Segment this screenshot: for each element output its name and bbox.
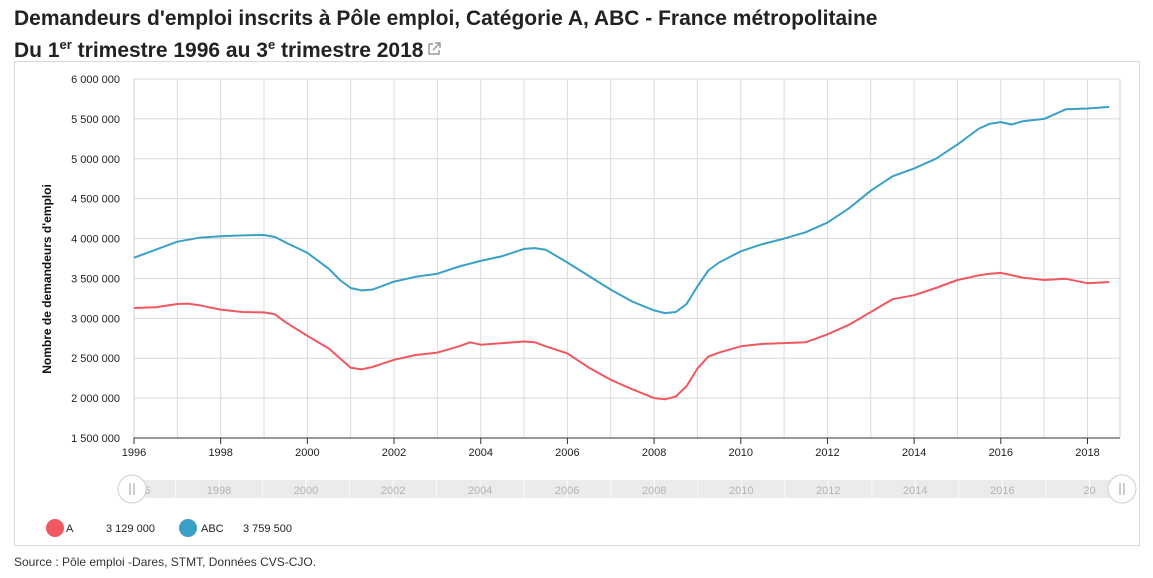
navigator-label: 2002 bbox=[381, 485, 405, 497]
y-tick-label: 4 500 000 bbox=[71, 194, 120, 206]
chart-title: Demandeurs d'emploi inscrits à Pôle empl… bbox=[14, 6, 877, 64]
series-lines bbox=[133, 105, 1110, 401]
title-line-1: Demandeurs d'emploi inscrits à Pôle empl… bbox=[14, 7, 878, 30]
source-note: Source : Pôle emploi -Dares, STMT, Donné… bbox=[14, 555, 317, 569]
navigator-track[interactable] bbox=[132, 480, 1122, 498]
navigator-label: 2016 bbox=[990, 485, 1014, 497]
x-tick-label: 2002 bbox=[382, 447, 406, 459]
x-tick-label: 2012 bbox=[815, 447, 839, 459]
legend-marker bbox=[46, 519, 64, 537]
y-tick-label: 4 000 000 bbox=[71, 234, 120, 246]
navigator-label: 1998 bbox=[207, 485, 231, 497]
title-part-a: Du 1 bbox=[14, 39, 60, 62]
x-tick-label: 1998 bbox=[208, 447, 232, 459]
external-link-icon[interactable] bbox=[426, 38, 442, 64]
y-tick-label: 5 000 000 bbox=[71, 154, 120, 166]
y-tick-label: 5 500 000 bbox=[71, 114, 120, 126]
title-sup-1: er bbox=[59, 37, 72, 52]
chart-container: 1 500 000 2 000 000 2 500 000 3 000 000 3 50… bbox=[14, 61, 1140, 546]
x-tick-label: 2008 bbox=[642, 447, 666, 459]
legend-value: 3 129 000 bbox=[106, 523, 155, 535]
x-tick-label: 2014 bbox=[902, 447, 926, 459]
navigator-label: 2010 bbox=[729, 485, 753, 497]
legend-value: 3 759 500 bbox=[243, 523, 292, 535]
x-tick-label: 2018 bbox=[1075, 447, 1099, 459]
x-axis: 1996 1998 2000 2002 2004 2006 2008 2010 2012 2014… bbox=[122, 437, 1120, 459]
y-tick-label: 3 500 000 bbox=[71, 273, 120, 285]
navigator-label: 2006 bbox=[555, 485, 579, 497]
y-tick-label: 1 500 000 bbox=[71, 433, 120, 445]
navigator-label: 2014 bbox=[903, 485, 927, 497]
x-tick-label: 1996 bbox=[122, 447, 146, 459]
y-axis-label: Nombre de demandeurs d'emploi bbox=[40, 184, 54, 374]
x-tick-label: 2010 bbox=[729, 447, 753, 459]
y-axis: 1 500 000 2 000 000 2 500 000 3 000 000 3 50… bbox=[71, 74, 120, 445]
y-tick-label: 3 000 000 bbox=[71, 313, 120, 325]
y-tick-label: 6 000 000 bbox=[71, 74, 120, 86]
title-part-b: trimestre 1996 au 3 bbox=[71, 39, 268, 62]
navigator[interactable]: 9619982000200220042006200820102012201420… bbox=[117, 474, 1137, 504]
navigator-handle-right[interactable] bbox=[1107, 474, 1137, 504]
handle-circle[interactable] bbox=[117, 474, 147, 504]
x-tick-label: 2006 bbox=[555, 447, 579, 459]
title-sup-2: e bbox=[267, 37, 276, 52]
x-tick-label: 2000 bbox=[295, 447, 319, 459]
x-tick-label: 2016 bbox=[989, 447, 1013, 459]
line-chart: 1 500 000 2 000 000 2 500 000 3 000 000 3 50… bbox=[40, 74, 1137, 537]
grid bbox=[133, 78, 1121, 439]
navigator-handle-left[interactable] bbox=[117, 474, 147, 504]
handle-circle[interactable] bbox=[1107, 474, 1137, 504]
y-tick-label: 2 500 000 bbox=[71, 353, 120, 365]
navigator-label: 2008 bbox=[642, 485, 666, 497]
navigator-label: 2004 bbox=[468, 485, 492, 497]
series-line-a[interactable] bbox=[133, 271, 1110, 401]
navigator-label: 20 bbox=[1083, 485, 1095, 497]
navigator-label: 2012 bbox=[816, 485, 840, 497]
legend-item-abc[interactable]: ABC 3 759 500 bbox=[179, 519, 292, 537]
legend-marker bbox=[179, 519, 197, 537]
legend-label: A bbox=[66, 523, 74, 535]
x-tick-label: 2004 bbox=[468, 447, 492, 459]
series-line-abc[interactable] bbox=[133, 105, 1110, 315]
title-part-c: trimestre 2018 bbox=[275, 39, 424, 62]
legend-label: ABC bbox=[201, 523, 224, 535]
legend-item-a[interactable]: A 3 129 000 bbox=[46, 519, 155, 537]
legend: A 3 129 000 ABC 3 759 500 bbox=[46, 519, 292, 537]
y-tick-label: 2 000 000 bbox=[71, 393, 120, 405]
title-line-2: Du 1er trimestre 1996 au 3e trimestre 20… bbox=[14, 32, 877, 64]
navigator-label: 2000 bbox=[294, 485, 318, 497]
